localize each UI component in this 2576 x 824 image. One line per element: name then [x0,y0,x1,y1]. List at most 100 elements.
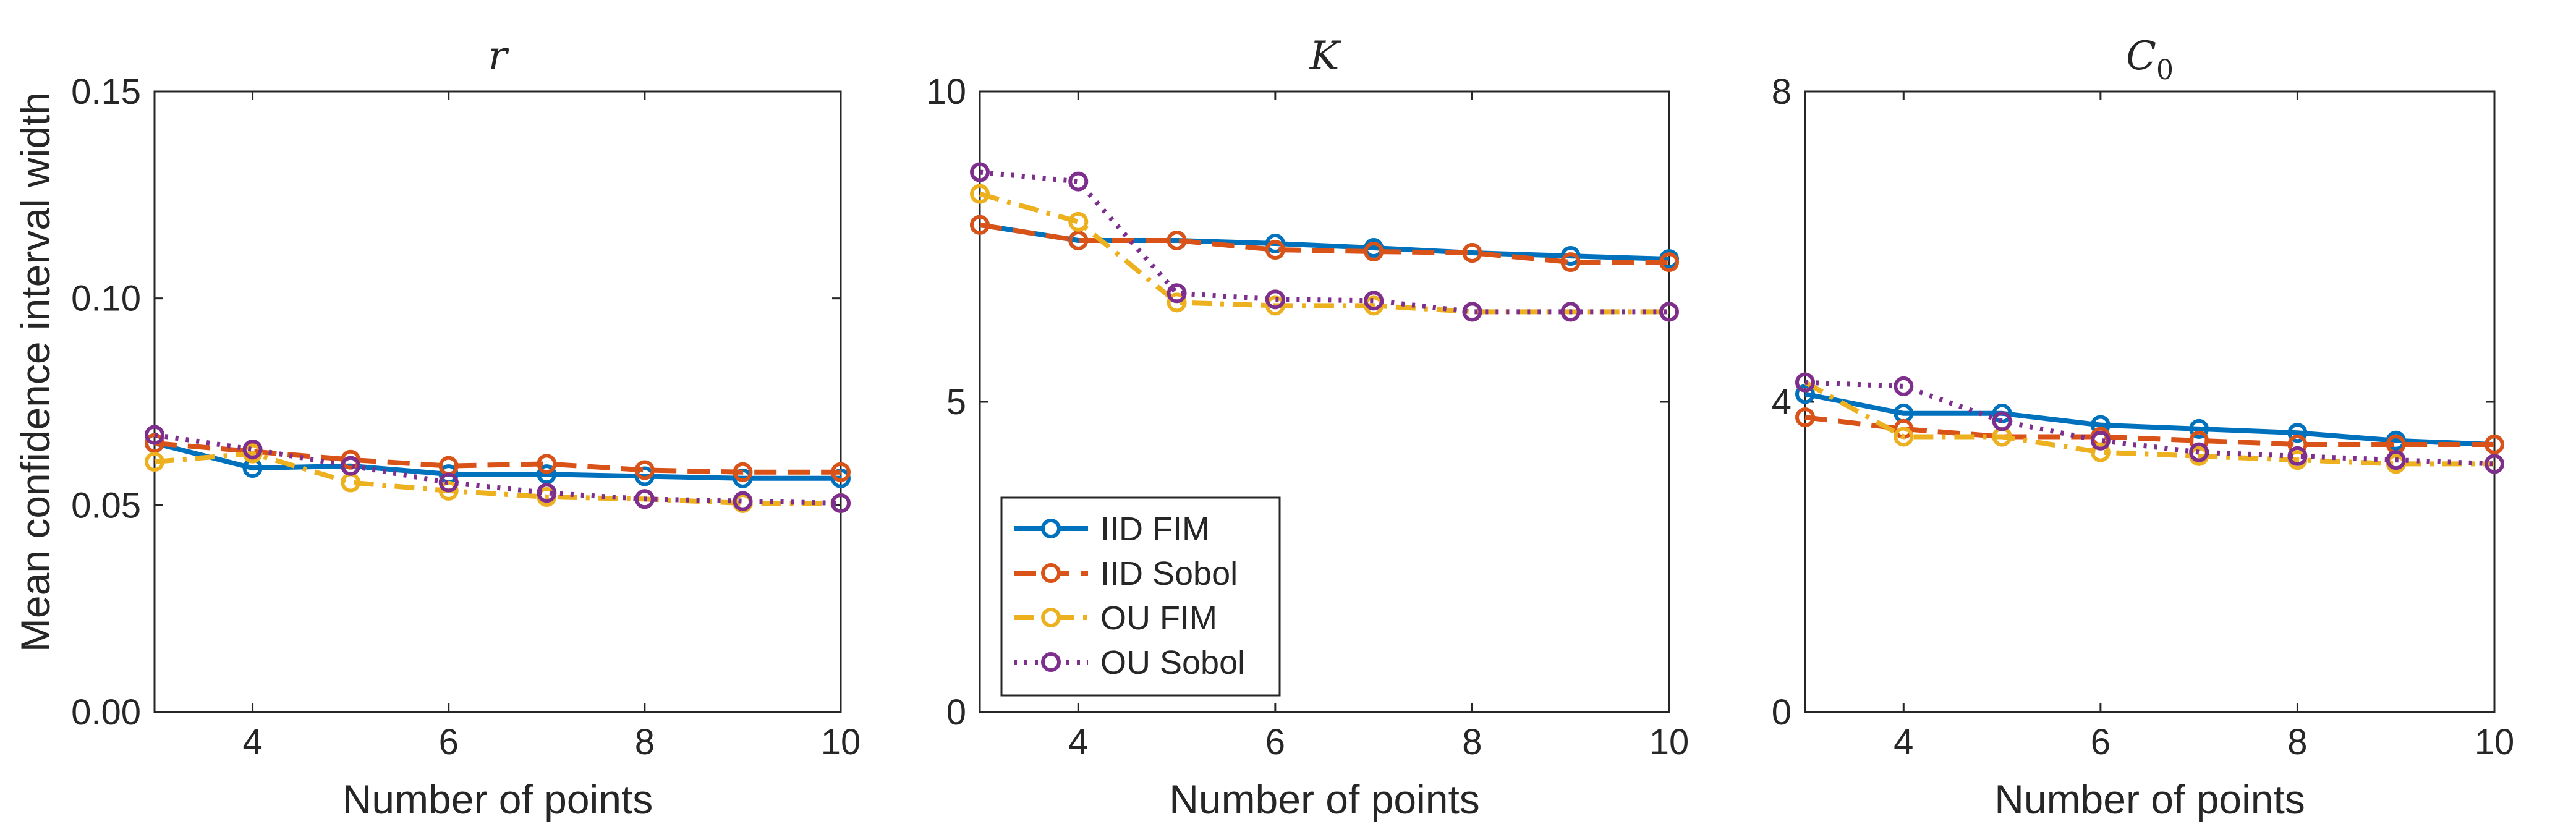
data-point [438,472,459,493]
data-point [1462,243,1482,263]
data-point [970,162,990,182]
panel-title-main: r [488,33,509,79]
data-point [1068,211,1089,232]
data-point [1167,283,1187,304]
y-tick-label: 0.10 [71,279,141,319]
y-tick-label: 0 [1772,692,1792,733]
data-point [537,454,557,474]
series-ou-sobol [145,425,851,513]
data-point [634,466,655,486]
x-tick-label: 10 [1649,722,1690,762]
data-point [1795,384,1815,404]
y-tick-label: 10 [926,72,966,112]
axes-box [153,90,842,713]
data-point [831,493,851,513]
data-point [2485,435,2504,455]
series-iid-sobol [970,214,1679,273]
data-point [438,480,459,501]
legend-entry: IID Sobol [1014,555,1238,592]
series-line [1804,380,2494,467]
data-point [1265,289,1285,310]
data-point [1068,171,1089,192]
x-tick-label: 4 [1068,722,1088,762]
data-point [341,449,361,470]
y-tick-label: 0.15 [71,72,141,112]
data-point [2386,450,2406,470]
data-point [2090,430,2111,451]
data-point [733,462,753,482]
series-ou-sobol [1795,372,2504,474]
panel-title: r [488,33,509,79]
series-ou-sobol [970,162,1679,322]
data-point [634,460,655,480]
x-tick-label: 10 [821,722,861,762]
series-iid-fim [970,214,1679,270]
panel-title: K [1309,33,1341,79]
data-point [1659,252,1679,273]
data-point [1265,240,1285,260]
data-point [1560,246,1581,266]
y-tick-label: 0.05 [71,485,141,525]
data-point [1795,407,1815,428]
data-point [2287,446,2308,466]
data-point [2287,423,2308,443]
y-tick-label: 8 [1772,72,1792,112]
legend-label: OU FIM [1100,600,1217,637]
panel-title-main: K [1309,33,1341,79]
y-tick-label: 5 [946,382,966,422]
data-point [2189,442,2209,462]
data-point [1659,302,1679,322]
data-point [1560,302,1581,322]
series-line [979,222,1669,265]
data-point [1265,295,1285,316]
data-point [341,456,361,476]
data-point [2090,442,2111,462]
x-tick-label: 8 [635,722,655,762]
x-axis-label: Number of points [1169,776,1480,822]
data-point [1894,376,1914,396]
data-point [1992,411,2012,431]
data-point [145,452,164,472]
legend-marker [1041,652,1061,672]
legend-label: IID Sobol [1100,555,1238,592]
x-tick-label: 10 [2475,722,2515,762]
legend-marker [1041,563,1061,583]
data-point [1364,242,1384,262]
series-line [154,432,841,506]
data-point [1167,292,1187,313]
y-tick-label: 0.00 [71,692,141,733]
data-point [831,462,851,482]
series-line [154,441,841,481]
data-point [2189,418,2209,439]
data-point [970,214,990,235]
x-tick-label: 8 [1462,722,1482,762]
data-point [537,483,557,503]
series-line [1804,380,2495,467]
legend-marker [1041,608,1061,627]
legend-entry: OU Sobol [1014,644,1245,681]
x-axis-label: Number of points [1994,776,2305,822]
data-point [970,184,990,204]
data-point [1265,233,1285,253]
series-line [154,451,841,506]
legend: IID FIM IID Sobol OU FIM OU Sobol [1000,496,1281,697]
axes-box [1804,90,2496,713]
x-tick-label: 6 [439,722,459,762]
panel-2: 4 6 8 10 0 5 10 K Number of points [926,33,1689,822]
data-point [1992,403,2012,423]
data-point [1795,372,1815,393]
data-point [733,491,753,511]
legend-label: OU Sobol [1100,644,1245,681]
y-tick-label: 4 [1772,382,1792,422]
x-tick-label: 6 [1265,722,1285,762]
data-point [1364,291,1384,311]
legend-label: IID FIM [1100,511,1210,548]
x-tick-label: 8 [2287,722,2307,762]
data-point [242,439,263,459]
legend-entry: OU FIM [1014,600,1217,637]
series-line [1804,415,2494,447]
data-point [1068,230,1089,250]
data-point [1462,302,1482,322]
